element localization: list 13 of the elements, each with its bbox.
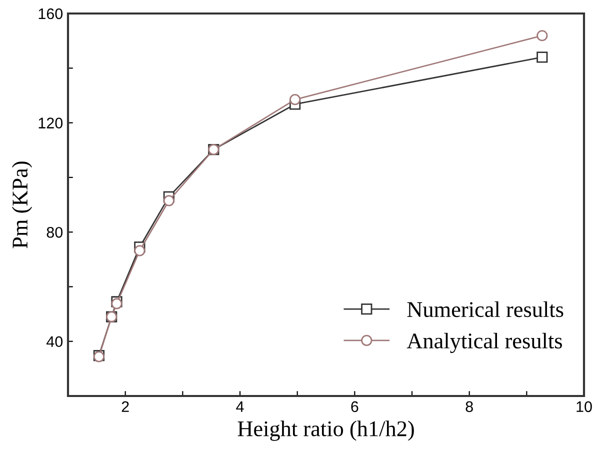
y-axis-title: Pm (KPa) <box>12 162 32 248</box>
y-tick-label: 120 <box>38 118 63 128</box>
x-tick-label: 2 <box>122 401 129 412</box>
x-tick-label: 10 <box>576 401 592 412</box>
y-tick-label: 40 <box>46 336 63 348</box>
x-tick-label: 6 <box>351 401 358 412</box>
y-tick-label: 80 <box>46 226 63 238</box>
x-axis-title: Height ratio (h1/h2) <box>238 420 414 441</box>
y-tick-label: 160 <box>38 8 63 20</box>
legend-label: Analytical results <box>406 332 562 354</box>
x-tick-label: 4 <box>236 401 244 412</box>
x-tick-label: 8 <box>466 401 473 412</box>
legend-label: Numerical results <box>407 301 564 318</box>
